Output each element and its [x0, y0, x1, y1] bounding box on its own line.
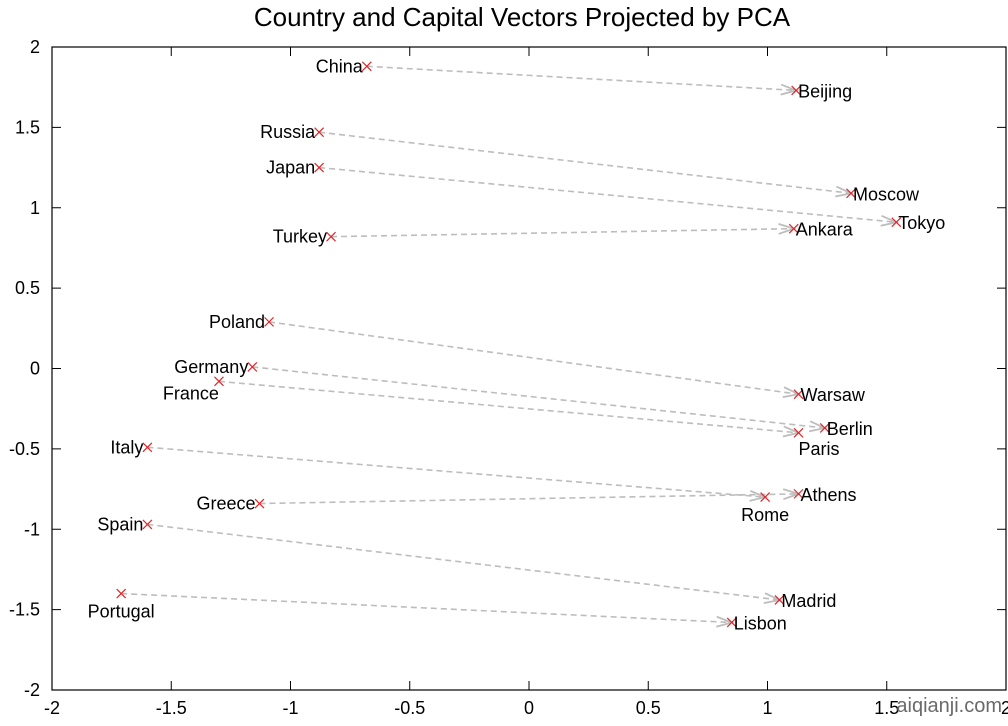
country-label: Japan — [266, 158, 315, 178]
capital-label: Paris — [799, 439, 840, 459]
capital-label: Moscow — [853, 184, 920, 204]
capital-marker — [726, 617, 737, 628]
x-tick-label: 0 — [524, 698, 534, 718]
capital-marker — [846, 188, 856, 199]
y-tick-label: -0.5 — [9, 439, 40, 459]
y-tick-label: 1.5 — [15, 117, 40, 137]
country-marker — [116, 588, 127, 599]
y-tick-label: 1 — [30, 198, 40, 218]
arrow-line — [268, 321, 799, 396]
y-tick-label: 0.5 — [15, 278, 40, 298]
arrow-line — [147, 446, 766, 498]
country-marker — [361, 61, 372, 72]
country-label: Portugal — [88, 602, 155, 622]
country-label: Russia — [260, 122, 316, 142]
capital-marker — [774, 595, 785, 605]
country-marker — [254, 498, 265, 509]
arrow-line — [259, 493, 799, 505]
capital-marker — [793, 427, 804, 438]
x-tick-label: -1.5 — [156, 698, 187, 718]
country-label: Spain — [97, 514, 143, 534]
capital-label: Athens — [801, 485, 857, 505]
capital-marker — [788, 223, 799, 234]
capital-label: Warsaw — [801, 385, 866, 405]
arrow-line — [366, 65, 797, 92]
y-tick-label: -1.5 — [9, 600, 40, 620]
capital-marker — [793, 488, 804, 499]
country-marker — [314, 127, 325, 138]
country-marker — [142, 519, 153, 530]
y-tick-label: -2 — [24, 680, 40, 700]
capital-label: Berlin — [827, 419, 873, 439]
y-tick-label: -1 — [24, 519, 40, 539]
country-label: France — [163, 383, 219, 403]
x-tick-label: 0.5 — [636, 698, 661, 718]
x-tick-label: 2 — [1001, 698, 1008, 718]
capital-marker — [819, 423, 830, 433]
arrow-line — [147, 523, 780, 601]
x-tick-label: -1 — [282, 698, 298, 718]
capital-marker — [891, 217, 902, 228]
country-marker — [264, 316, 274, 327]
capital-label: Lisbon — [734, 613, 787, 633]
arrow-line — [218, 380, 799, 434]
arrows — [121, 65, 900, 628]
watermark-text: aiqianji.com — [896, 695, 1002, 717]
labels: China Beijing Russia Moscow Japan Tokyo Turkey… — [88, 56, 946, 633]
arrow-line — [252, 366, 825, 429]
capital-label: Rome — [741, 505, 789, 525]
country-marker — [214, 376, 224, 387]
country-label: Turkey — [273, 227, 327, 247]
points — [116, 61, 902, 628]
x-tick-label: -0.5 — [394, 698, 425, 718]
arrow-line — [331, 227, 794, 238]
arrow-line — [319, 131, 852, 195]
country-marker — [247, 361, 258, 372]
country-marker — [142, 442, 153, 453]
capital-label: Ankara — [796, 220, 854, 240]
x-tick-label: 1 — [762, 698, 772, 718]
x-tick-label: 1.5 — [874, 698, 899, 718]
country-label: Germany — [174, 357, 248, 377]
capital-label: Beijing — [798, 81, 852, 101]
country-label: Poland — [209, 312, 265, 332]
country-label: China — [316, 56, 364, 76]
capital-label: Tokyo — [898, 213, 945, 233]
country-label: Italy — [110, 437, 143, 457]
capital-marker — [793, 389, 804, 400]
arrow-line — [121, 592, 732, 624]
axis-ticks: -2 -1.5 -1 -0.5 0 0.5 1 1.5 2 -2 -1.5 -1 -0.5 0 0.5 1 1.… — [9, 37, 1008, 718]
y-tick-label: 2 — [30, 37, 40, 57]
y-tick-label: 0 — [30, 359, 40, 379]
country-marker — [326, 231, 336, 242]
capital-label: Madrid — [781, 591, 836, 611]
arrow-line — [319, 166, 897, 224]
capital-marker — [791, 85, 802, 96]
chart-title: Country and Capital Vectors Projected by… — [254, 2, 791, 32]
country-marker — [314, 162, 325, 173]
country-label: Greece — [196, 494, 255, 514]
x-tick-label: -2 — [44, 698, 60, 718]
capital-marker — [760, 492, 771, 503]
